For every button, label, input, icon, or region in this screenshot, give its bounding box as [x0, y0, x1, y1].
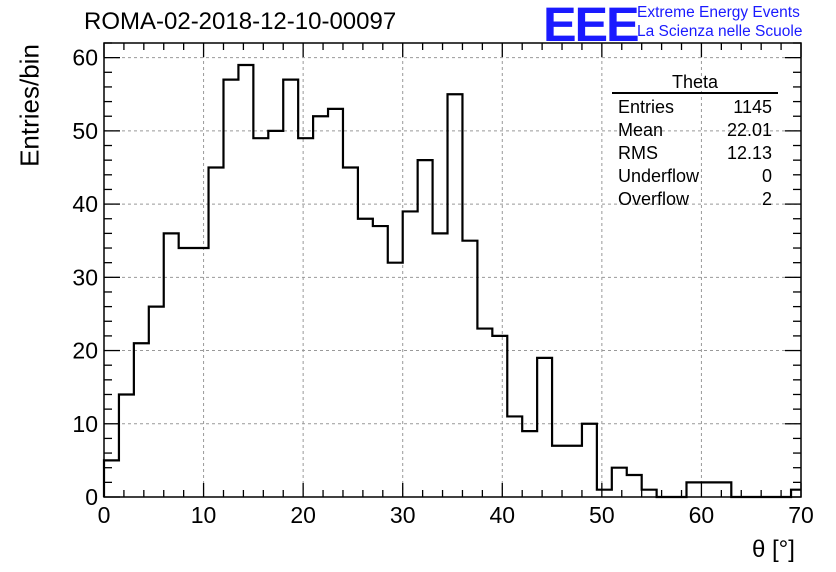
histogram-bin	[612, 468, 627, 497]
histogram-bin	[119, 394, 134, 497]
plot-frame	[103, 42, 802, 498]
histogram-bin	[134, 343, 149, 497]
histogram-bin	[149, 307, 164, 497]
x-tick-label: 10	[191, 502, 217, 528]
stats-value: 2	[761, 189, 772, 209]
histogram-bin	[238, 65, 253, 497]
histogram-bin	[642, 490, 657, 497]
histogram-bin	[253, 138, 268, 497]
histogram-bin	[373, 226, 388, 497]
x-tick-label: 50	[589, 502, 615, 528]
x-tick-label: 70	[788, 502, 814, 528]
stats-label: Underflow	[618, 166, 700, 186]
histogram-bin	[164, 233, 179, 497]
stats-value: 1145	[733, 97, 772, 117]
histogram-bin	[194, 248, 209, 497]
histogram-bin	[403, 211, 418, 497]
stats-label: Entries	[618, 97, 675, 117]
stats-value: 22.01	[726, 120, 772, 140]
stats-row-overflow: Overflow 2	[612, 188, 778, 211]
histogram-bin	[268, 131, 283, 497]
y-tick-label: 0	[85, 484, 98, 510]
stats-label: Mean	[618, 120, 664, 140]
x-tick-label: 0	[98, 502, 111, 528]
histogram-bin	[448, 94, 463, 497]
x-tick-label: 20	[290, 502, 316, 528]
x-tick-label: 40	[489, 502, 515, 528]
y-axis-label: Entries/bin	[14, 44, 45, 167]
histogram-bin	[477, 329, 492, 497]
histogram-bin	[522, 431, 537, 497]
stats-title: Theta	[612, 72, 778, 94]
histogram-bin	[597, 490, 612, 497]
stats-box: Theta Entries 1145 Mean 22.01 RMS 12.13 …	[612, 72, 778, 211]
histogram-bin	[627, 475, 642, 497]
x-tick-label: 60	[689, 502, 715, 528]
stats-row-rms: RMS 12.13	[612, 142, 778, 165]
stats-value: 12.13	[726, 143, 772, 163]
histogram-bin	[552, 446, 567, 497]
histogram-bin	[179, 248, 194, 497]
histogram-bin	[298, 138, 313, 497]
stats-label: RMS	[618, 143, 658, 163]
logo-line-2: La Scienza nelle Scuole	[637, 23, 803, 40]
y-tick-label: 40	[72, 191, 98, 217]
y-tick-label: 10	[72, 411, 98, 437]
histogram-bin	[209, 167, 224, 497]
histogram-bin	[104, 460, 119, 497]
histogram-bin	[716, 482, 731, 497]
stats-row-mean: Mean 22.01	[612, 119, 778, 142]
histogram-bin	[791, 490, 801, 497]
y-tick-label: 30	[72, 264, 98, 290]
stats-row-underflow: Underflow 0	[612, 165, 778, 188]
x-tick-label: 30	[390, 502, 416, 528]
histogram-bin	[328, 109, 343, 497]
y-tick-label: 60	[72, 45, 98, 71]
histogram-bin	[686, 482, 701, 497]
histogram-line	[102, 63, 801, 499]
histogram-bin	[343, 167, 358, 497]
histogram-bin	[433, 233, 448, 497]
stats-row-entries: Entries 1145	[612, 96, 778, 119]
histogram-bin	[283, 80, 298, 497]
histogram-bin	[388, 263, 403, 497]
histogram-bin	[537, 358, 552, 497]
stats-value: 0	[761, 166, 772, 186]
histogram-bin	[358, 219, 373, 497]
chart-title: ROMA-02-2018-12-10-00097	[84, 8, 397, 35]
eee-logo: EEE	[543, 0, 640, 52]
logo-caption: Extreme Energy Events La Scienza nelle S…	[637, 3, 802, 41]
histogram-bin	[313, 116, 328, 497]
histogram-bin	[507, 416, 522, 497]
histogram-bin	[582, 424, 597, 497]
stats-label: Overflow	[618, 189, 690, 209]
histogram-bin	[492, 336, 507, 497]
histogram-bin	[567, 446, 582, 497]
y-tick-label: 50	[72, 118, 98, 144]
histogram-bin	[418, 160, 433, 497]
histogram-bin	[701, 482, 716, 497]
x-axis-label: θ [°]	[752, 536, 795, 563]
logo-line-1: Extreme Energy Events	[637, 4, 800, 21]
histogram-bin	[223, 80, 238, 497]
histogram-bin	[462, 241, 477, 497]
y-tick-label: 20	[72, 338, 98, 364]
